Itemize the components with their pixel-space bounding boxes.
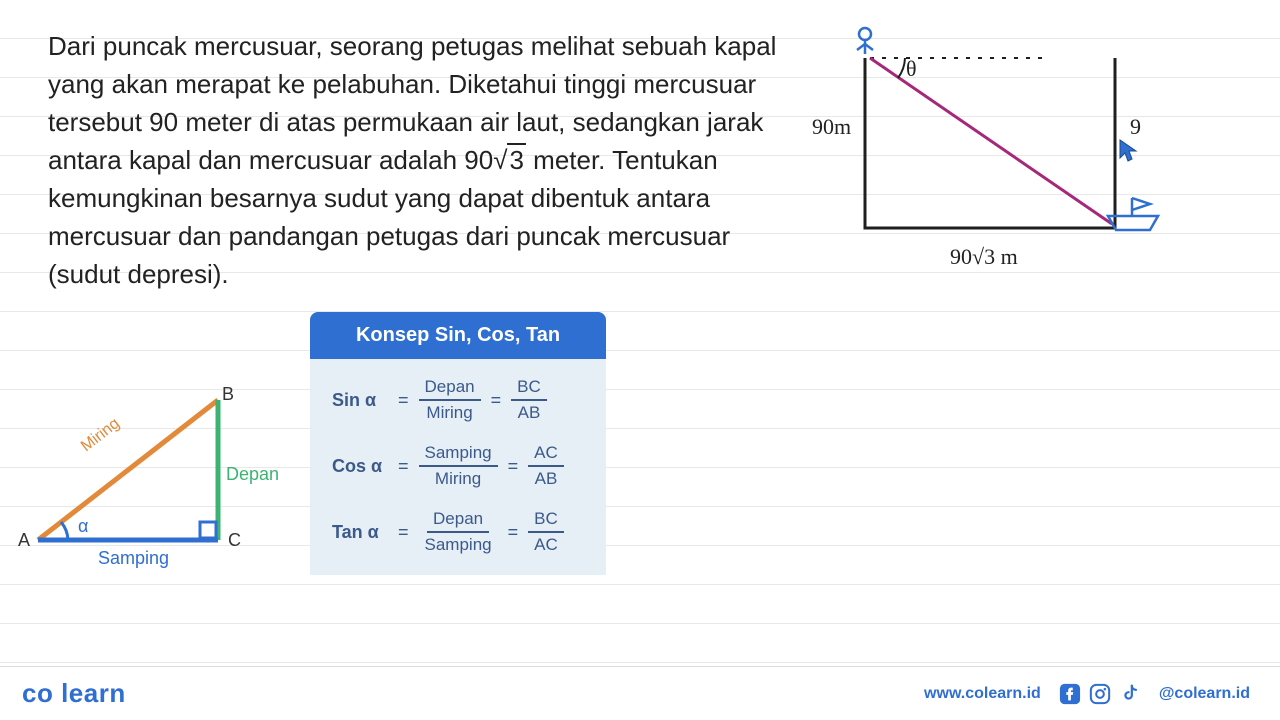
frac-top: Samping xyxy=(419,443,498,467)
concept-body: Sin α = Depan Miring = BC AB Cos α = Sam… xyxy=(310,359,606,575)
concept-card: Konsep Sin, Cos, Tan Sin α = Depan Mirin… xyxy=(310,312,606,575)
frac-top: AC xyxy=(528,443,564,467)
sqrt-expression: √3 xyxy=(493,143,526,175)
frac-top: BC xyxy=(511,377,547,401)
frac-top: BC xyxy=(528,509,564,533)
equals-sign: = xyxy=(491,390,502,411)
frac-top: Depan xyxy=(427,509,489,533)
vertex-c: C xyxy=(228,530,241,551)
tiktok-icon[interactable] xyxy=(1119,683,1141,705)
right-label: 9 xyxy=(1130,114,1141,139)
frac-sin-letters: BC AB xyxy=(511,377,547,423)
fn-cos: Cos α xyxy=(332,456,388,477)
footer-handle[interactable]: @colearn.id xyxy=(1159,685,1250,703)
instagram-icon[interactable] xyxy=(1089,683,1111,705)
angle-alpha-label: α xyxy=(78,516,88,536)
formula-tan: Tan α = Depan Samping = BC AC xyxy=(332,509,584,555)
equals-sign: = xyxy=(508,522,519,543)
social-icons xyxy=(1059,683,1141,705)
equals-sign: = xyxy=(398,390,409,411)
theta-label: θ xyxy=(906,56,917,81)
vertex-b: B xyxy=(222,384,234,405)
line-of-sight xyxy=(870,58,1112,224)
theta-arc xyxy=(898,58,905,78)
opposite-label: Depan xyxy=(226,464,279,485)
formula-sin: Sin α = Depan Miring = BC AB xyxy=(332,377,584,423)
sqrt-radicand: 3 xyxy=(507,143,525,175)
formula-cos: Cos α = Samping Miring = AC AB xyxy=(332,443,584,489)
equals-sign: = xyxy=(398,456,409,477)
frac-cos-words: Samping Miring xyxy=(419,443,498,489)
adjacent-label: Samping xyxy=(98,548,169,569)
frac-bot: AB xyxy=(512,401,547,423)
triangle-diagram: α Miring A B C Depan Samping xyxy=(18,380,278,580)
footer-right: www.colearn.id @colearn.id xyxy=(924,683,1250,705)
sketch-frame xyxy=(865,58,1115,228)
question-text: Dari puncak mercusuar, seorang petugas m… xyxy=(48,28,788,294)
problem-sketch: θ 90m 90√3 m 9 xyxy=(810,28,1150,288)
brand-logo: co learn xyxy=(22,678,126,709)
angle-arc xyxy=(61,522,68,540)
equals-sign: = xyxy=(398,522,409,543)
height-label: 90m xyxy=(812,114,851,139)
equals-sign: = xyxy=(508,456,519,477)
frac-bot: AC xyxy=(528,533,564,555)
frac-tan-letters: BC AC xyxy=(528,509,564,555)
frac-sin-words: Depan Miring xyxy=(419,377,481,423)
fn-tan: Tan α xyxy=(332,522,388,543)
frac-cos-letters: AC AB xyxy=(528,443,564,489)
hypotenuse-line xyxy=(38,400,218,540)
base-label: 90√3 m xyxy=(950,244,1018,269)
mouse-cursor-icon xyxy=(1118,138,1138,164)
person-icon xyxy=(857,28,873,54)
frac-tan-words: Depan Samping xyxy=(419,509,498,555)
hypotenuse-label: Miring xyxy=(78,415,123,455)
frac-bot: Samping xyxy=(419,533,498,555)
right-angle-mark xyxy=(200,522,216,538)
fn-sin: Sin α xyxy=(332,390,388,411)
frac-bot: AB xyxy=(529,467,564,489)
vertex-a: A xyxy=(18,530,30,551)
concept-header: Konsep Sin, Cos, Tan xyxy=(310,312,606,359)
frac-bot: Miring xyxy=(420,401,478,423)
footer-url[interactable]: www.colearn.id xyxy=(924,685,1041,703)
footer-bar: co learn www.colearn.id @colearn.id xyxy=(0,666,1280,720)
frac-top: Depan xyxy=(419,377,481,401)
frac-bot: Miring xyxy=(429,467,487,489)
facebook-icon[interactable] xyxy=(1059,683,1081,705)
